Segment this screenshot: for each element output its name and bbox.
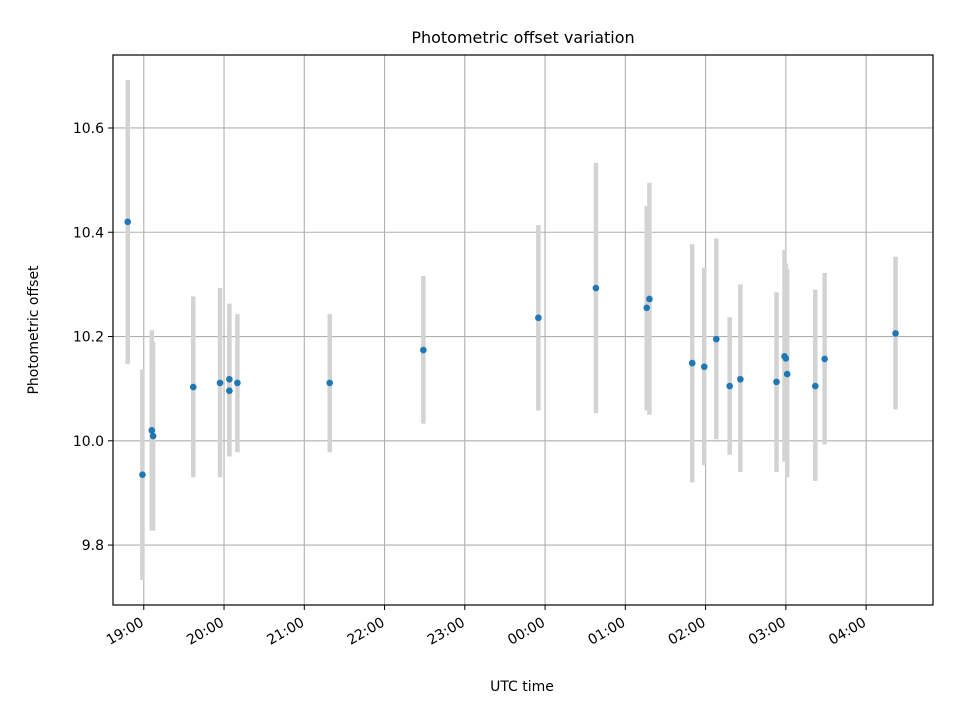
point-layer (124, 218, 899, 478)
data-point (226, 387, 233, 395)
errorbar-layer (125, 80, 898, 580)
data-point (811, 382, 819, 390)
x-tick-label: 23:00 (425, 615, 468, 649)
x-tick-label: 21:00 (264, 615, 307, 649)
x-tick-label: 01:00 (585, 615, 628, 649)
data-point (646, 295, 653, 303)
y-tick-label: 10.6 (73, 121, 104, 137)
data-point (712, 335, 720, 343)
data-point (892, 330, 899, 337)
x-tick-label: 19:00 (104, 615, 147, 649)
data-point (773, 378, 780, 386)
x-tick-label: 22:00 (345, 615, 388, 649)
x-tick-layer: 19:00 20:00 21:00 22:00 23:00 00:00 01:00 02:00… (104, 605, 869, 649)
data-point (737, 375, 744, 383)
data-point (688, 359, 696, 367)
data-point (124, 218, 132, 226)
x-tick-label: 03:00 (746, 615, 789, 649)
data-point (821, 355, 828, 363)
x-axis-label: UTC time (490, 679, 554, 695)
x-tick-label: 04:00 (826, 615, 869, 649)
data-point (189, 383, 197, 391)
grid-layer (113, 55, 933, 605)
x-tick-label: 20:00 (184, 615, 227, 649)
data-point (149, 432, 157, 440)
data-point (726, 382, 733, 390)
data-point (535, 314, 542, 322)
data-point (782, 355, 790, 362)
data-point (148, 427, 156, 434)
data-point (216, 379, 224, 387)
data-point (326, 379, 334, 387)
data-point (139, 471, 146, 478)
data-point (234, 379, 241, 387)
data-point (783, 370, 791, 378)
chart-title: Photometric offset variation (411, 28, 634, 47)
x-tick-label: 00:00 (505, 615, 548, 649)
data-point (643, 304, 651, 312)
y-tick-label: 9.8 (82, 538, 104, 554)
y-tick-layer: 9.8 10.0 10.2 10.4 10.6 (73, 121, 113, 554)
y-tick-label: 10.0 (73, 434, 104, 450)
data-point (592, 284, 600, 292)
y-tick-label: 10.4 (73, 225, 104, 241)
plot-frame (112, 54, 934, 606)
data-point (226, 375, 233, 383)
y-tick-label: 10.2 (73, 330, 104, 346)
data-point (420, 346, 427, 354)
data-point (700, 363, 708, 371)
y-axis-label: Photometric offset (26, 265, 42, 395)
x-tick-label: 02:00 (666, 615, 709, 649)
